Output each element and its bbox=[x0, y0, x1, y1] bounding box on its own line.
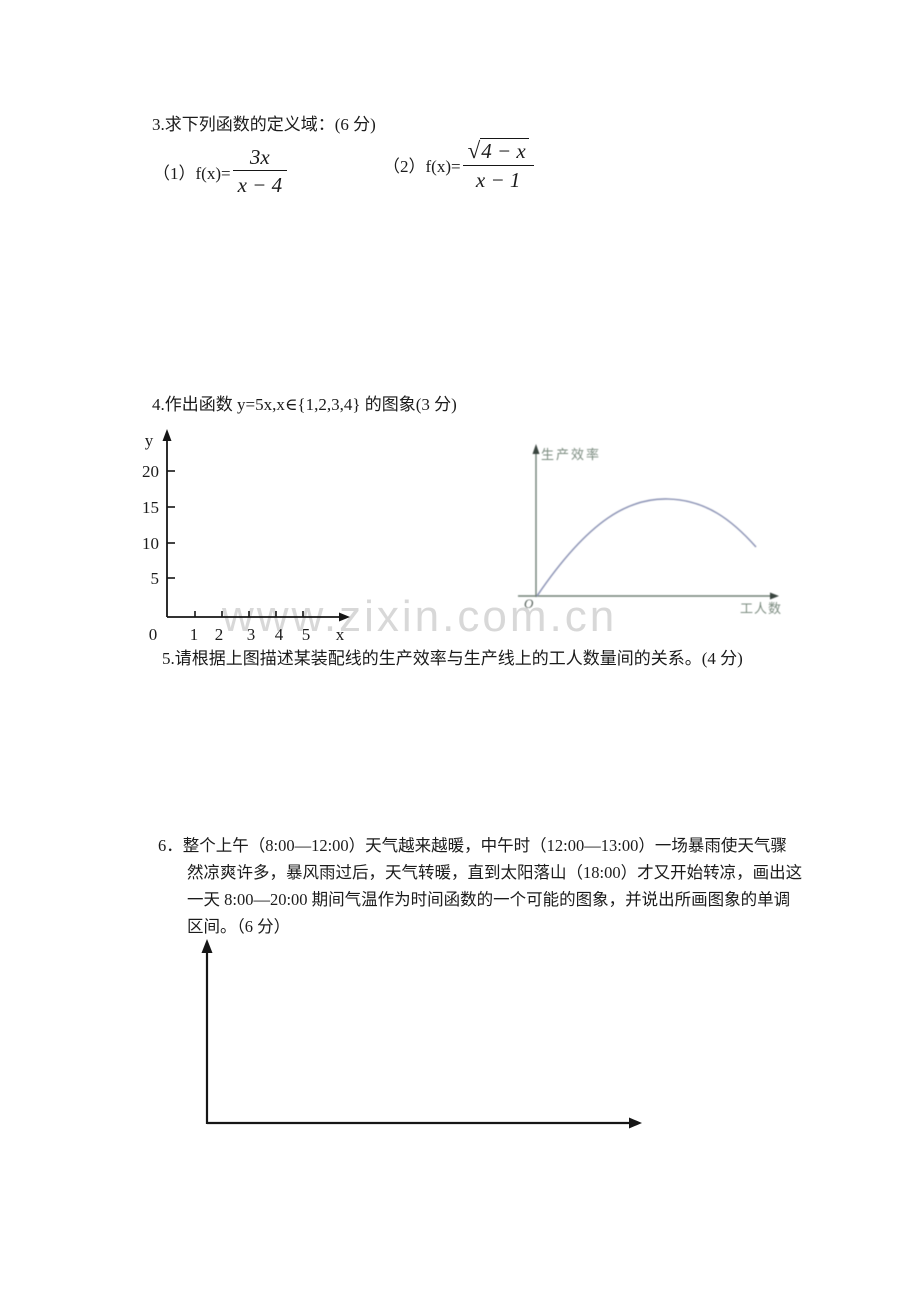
question-6-line-3: 一天 8:00—20:00 期间气温作为时间函数的一个可能的图象，并说出所画图象… bbox=[187, 890, 791, 909]
efficiency-chart: O 生产效率 工人数 bbox=[518, 444, 782, 616]
efficiency-y-axis-label: 生产效率 bbox=[541, 447, 601, 462]
x-tick-label-4: 4 bbox=[275, 625, 284, 644]
question-5-title: 5.请根据上图描述某装配线的生产效率与生产线上的工人数量间的关系。(4 分) bbox=[162, 649, 743, 668]
x-tick-label-3: 3 bbox=[247, 625, 256, 644]
efficiency-x-axis-label: 工人数 bbox=[740, 601, 782, 616]
y-axis-label: y bbox=[145, 431, 154, 450]
blank-y-axis-arrow bbox=[201, 939, 213, 953]
x-tick-label-5: 5 bbox=[302, 625, 311, 644]
origin-label: O bbox=[524, 596, 534, 611]
formula-1-denominator: x − 4 bbox=[237, 173, 283, 198]
formula-1-numerator: 3x bbox=[232, 146, 288, 172]
formula-1: （1）f(x)= 3x x − 4 bbox=[153, 146, 288, 198]
formula-2-numerator: √4 − x bbox=[462, 138, 534, 167]
question-4-title: 4.作出函数 y=5x,x∈{1,2,3,4} 的图象(3 分) bbox=[152, 395, 457, 414]
y-tick-label-10: 10 bbox=[142, 534, 159, 553]
y-axis-arrow bbox=[162, 429, 172, 441]
x-tick-label-0: 0 bbox=[149, 625, 158, 644]
question-6-line-4: 区间。（6 分） bbox=[187, 917, 291, 936]
efficiency-curve bbox=[536, 498, 757, 597]
question-6-text: 6．整个上午（8:00—12:00）天气越来越暖，中午时（12:00—13:00… bbox=[158, 832, 823, 940]
efficiency-x-axis-arrow bbox=[770, 592, 779, 600]
formula-2-label: （2）f(x)= bbox=[383, 157, 461, 177]
formula-2-radicand: 4 − x bbox=[480, 138, 529, 162]
x-tick-label-2: 2 bbox=[215, 625, 224, 644]
x-axis-arrow bbox=[339, 612, 350, 622]
question-6-line-2: 然凉爽许多，暴风雨过后，天气转暖，直到太阳落山（18:00）才又开始转凉，画出这 bbox=[187, 863, 803, 882]
y-tick-label-5: 5 bbox=[151, 569, 160, 588]
radical-sign: √ bbox=[467, 138, 481, 163]
question-6-line-1: 6．整个上午（8:00—12:00）天气越来越暖，中午时（12:00—13:00… bbox=[158, 836, 787, 855]
efficiency-y-axis-arrow bbox=[532, 444, 540, 454]
y-tick-label-20: 20 bbox=[142, 462, 159, 481]
blank-x-axis-arrow bbox=[629, 1117, 642, 1129]
x-axis-label: x bbox=[336, 625, 345, 644]
formula-1-label: （1）f(x)= bbox=[153, 163, 231, 183]
formula-2-denominator: x − 1 bbox=[475, 168, 521, 193]
question-3-title: 3.求下列函数的定义域：(6 分) bbox=[152, 115, 376, 134]
y-tick-label-15: 15 bbox=[142, 498, 159, 517]
formula-1-fraction: 3x x − 4 bbox=[232, 146, 288, 198]
x-tick-label-1: 1 bbox=[190, 625, 199, 644]
q4-grid-chart: y 20 15 10 5 0 1 2 3 4 5 x bbox=[142, 429, 350, 644]
q6-blank-chart bbox=[201, 939, 642, 1129]
